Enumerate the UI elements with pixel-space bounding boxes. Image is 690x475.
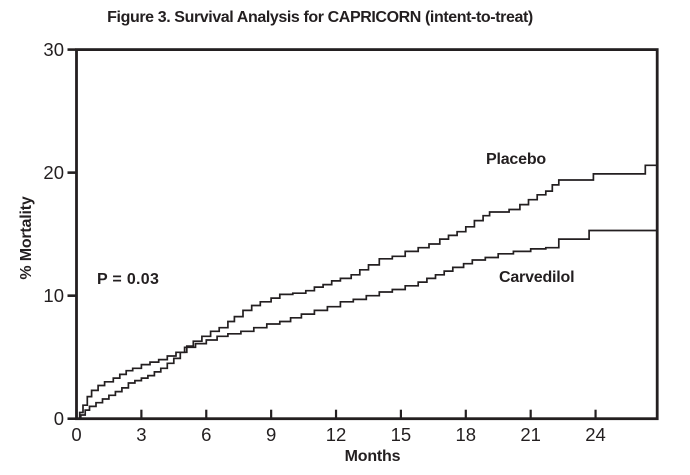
- x-tick-label: 24: [585, 424, 606, 445]
- x-tick-label: 6: [201, 424, 211, 445]
- figure-title: Figure 3. Survival Analysis for CAPRICOR…: [107, 9, 533, 26]
- series-label-placebo: Placebo: [486, 151, 546, 168]
- plot-frame: [75, 48, 659, 421]
- p-value-annotation: P = 0.03: [97, 271, 160, 288]
- series-label-carvedilol: Carvedilol: [499, 269, 575, 286]
- x-tick-label: 9: [266, 424, 276, 445]
- x-tick-label: 15: [391, 424, 412, 445]
- x-tick-label: 12: [326, 424, 347, 445]
- x-tick-label: 0: [71, 424, 81, 445]
- y-tick-label: 30: [43, 39, 64, 60]
- series-curve-placebo: [76, 164, 658, 420]
- series-curve-carvedilol: [76, 229, 658, 420]
- x-tick-label: 21: [520, 424, 541, 445]
- y-tick-label: 0: [54, 408, 64, 429]
- x-tick-label: 18: [456, 424, 477, 445]
- x-tick-label: 3: [136, 424, 146, 445]
- y-tick-label: 20: [43, 162, 64, 183]
- x-axis-label: Months: [344, 448, 401, 465]
- y-tick-label: 10: [43, 285, 64, 306]
